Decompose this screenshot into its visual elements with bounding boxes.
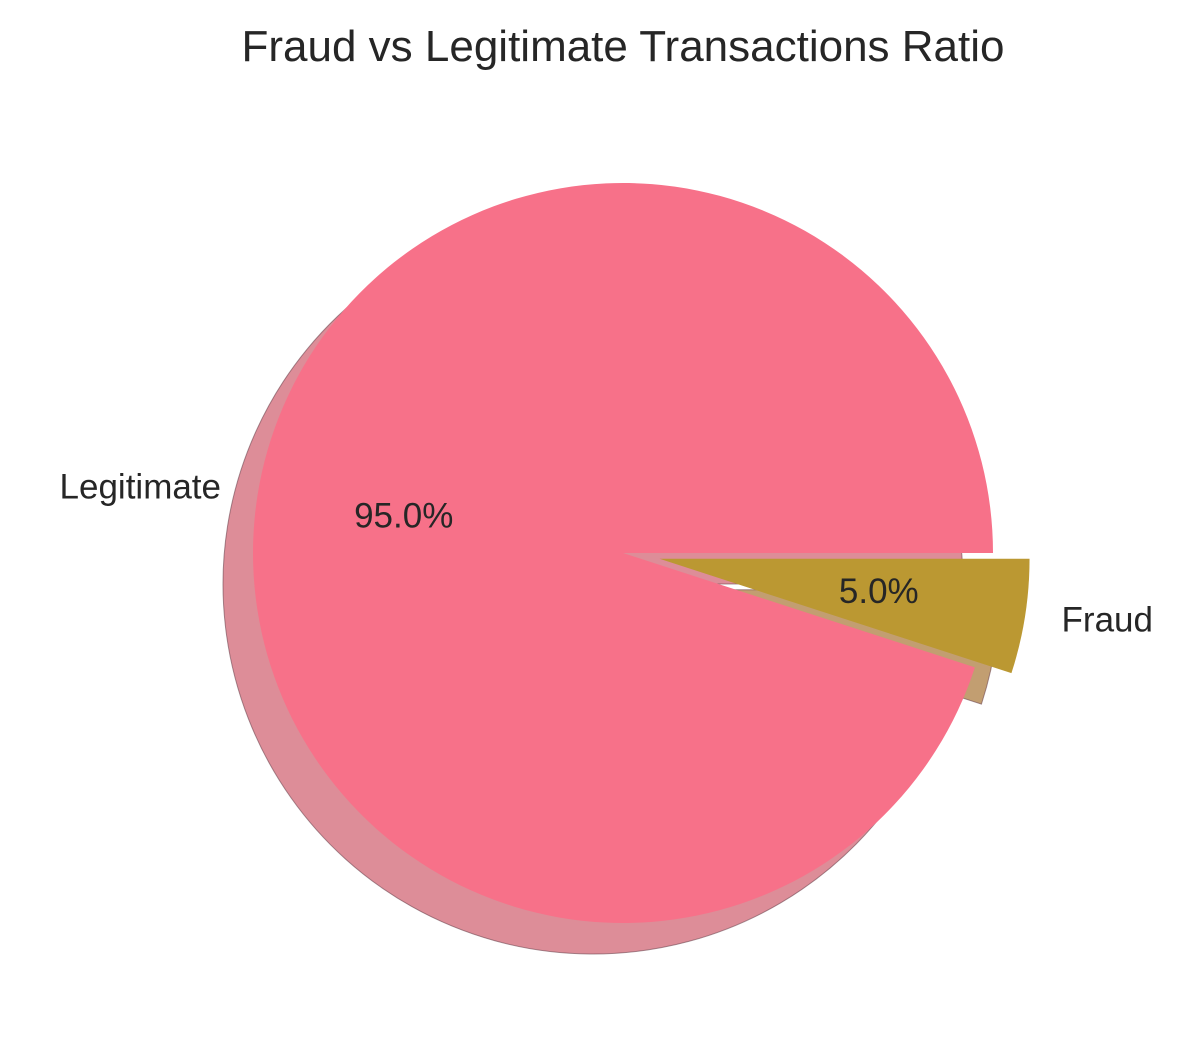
- slice-pct-label-fraud: 5.0%: [839, 572, 919, 611]
- pie-slice-layer: [253, 183, 1030, 924]
- pie-slice-fraud: [659, 558, 1030, 674]
- pie-label-layer: Legitimate 95.0% Fraud 5.0%: [60, 468, 1153, 640]
- slice-pct-label-legitimate: 95.0%: [354, 497, 453, 536]
- slice-label-legitimate: Legitimate: [60, 468, 221, 507]
- slice-label-fraud: Fraud: [1062, 601, 1153, 640]
- pie-slice-legitimate: [253, 183, 994, 924]
- chart-title: Fraud vs Legitimate Transactions Ratio: [241, 22, 1005, 71]
